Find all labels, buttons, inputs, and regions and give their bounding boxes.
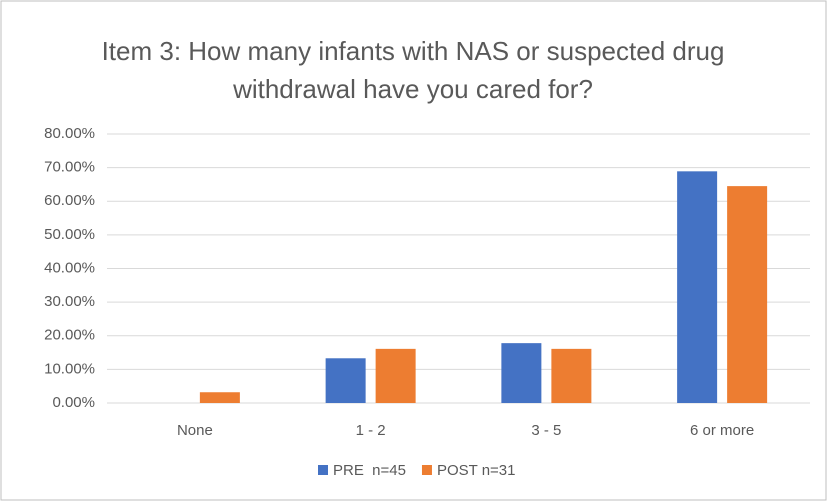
bar	[677, 171, 718, 403]
y-tick-label: 70.00%	[44, 159, 95, 176]
y-tick-label: 0.00%	[52, 394, 95, 411]
y-tick-label: 40.00%	[44, 259, 95, 276]
chart-title: Item 3: How many infants with NAS or sus…	[101, 36, 725, 104]
bar	[551, 348, 592, 403]
y-tick-label: 10.00%	[44, 360, 95, 377]
x-tick-label: None	[177, 422, 213, 439]
x-tick-label: 3 - 5	[531, 422, 561, 439]
y-tick-label: 50.00%	[44, 226, 95, 243]
y-tick-label: 60.00%	[44, 192, 95, 209]
x-tick-label: 6 or more	[690, 422, 754, 439]
x-tick-label: 1 - 2	[356, 422, 386, 439]
legend-swatch	[421, 465, 432, 475]
y-tick-label: 80.00%	[44, 125, 95, 142]
bar	[375, 348, 416, 403]
y-tick-label: 30.00%	[44, 293, 95, 310]
legend-label: POST n=31	[437, 462, 516, 479]
bar	[727, 186, 768, 403]
bar	[325, 358, 366, 403]
y-tick-label: 20.00%	[44, 327, 95, 344]
legend-label: PRE n=45	[333, 462, 406, 479]
bar	[199, 392, 240, 403]
legend-swatch	[318, 465, 328, 475]
bar	[501, 343, 542, 403]
